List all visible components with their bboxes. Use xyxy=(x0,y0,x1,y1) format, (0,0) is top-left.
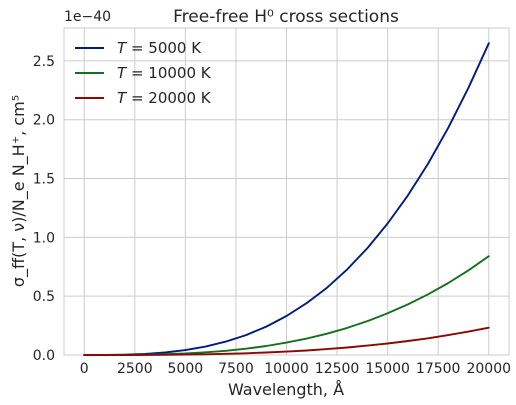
legend-rest-1: = 5000 K xyxy=(126,39,202,57)
y-tick-label: 0.5 xyxy=(33,289,55,305)
plot-area-frame xyxy=(63,27,510,356)
legend-math-1: T xyxy=(117,39,128,57)
y-multiplier-label: 1e−40 xyxy=(64,9,111,25)
x-tick-label: 7500 xyxy=(218,361,254,377)
tick-labels: 0 2500 5000 7500 10000 12500 15000 17500 20000 0.… xyxy=(33,54,511,377)
series-lines xyxy=(83,42,490,356)
x-tick-label: 17500 xyxy=(416,361,461,377)
x-tick-label: 0 xyxy=(80,361,89,377)
x-tick-label: 2500 xyxy=(117,361,153,377)
y-tick-label: 1.5 xyxy=(33,172,55,188)
x-tick-label: 15000 xyxy=(365,361,410,377)
y-tick-label: 1.0 xyxy=(33,230,55,246)
x-tick-label: 10000 xyxy=(264,361,309,377)
legend-rest-3: = 20000 K xyxy=(126,89,212,107)
legend-label-1: T = 5000 K xyxy=(117,39,202,57)
series-line-1 xyxy=(83,42,490,356)
chart-title: Free-free H⁰ cross sections xyxy=(173,7,399,27)
y-tick-label: 2.5 xyxy=(33,54,55,70)
x-tick-label: 20000 xyxy=(466,361,511,377)
y-axis-label: σ_ff(T, ν)/N_e N_H⁺, cm⁵ xyxy=(9,95,29,287)
legend-label-2: T = 10000 K xyxy=(117,64,212,82)
series-line-3 xyxy=(83,326,490,356)
legend-math-3: T xyxy=(117,89,128,107)
y-tick-label: 2.0 xyxy=(33,113,55,129)
legend-math-2: T xyxy=(117,64,128,82)
y-tick-label: 0.0 xyxy=(33,348,55,364)
legend-label-3: T = 20000 K xyxy=(117,89,212,107)
x-axis-label: Wavelength, Å xyxy=(228,380,344,399)
legend: T = 5000 KT = 10000 KT = 20000 K xyxy=(75,39,212,107)
x-tick-label: 5000 xyxy=(168,361,204,377)
legend-rest-2: = 10000 K xyxy=(126,64,212,82)
x-tick-label: 12500 xyxy=(315,361,360,377)
grid-lines xyxy=(64,28,509,356)
